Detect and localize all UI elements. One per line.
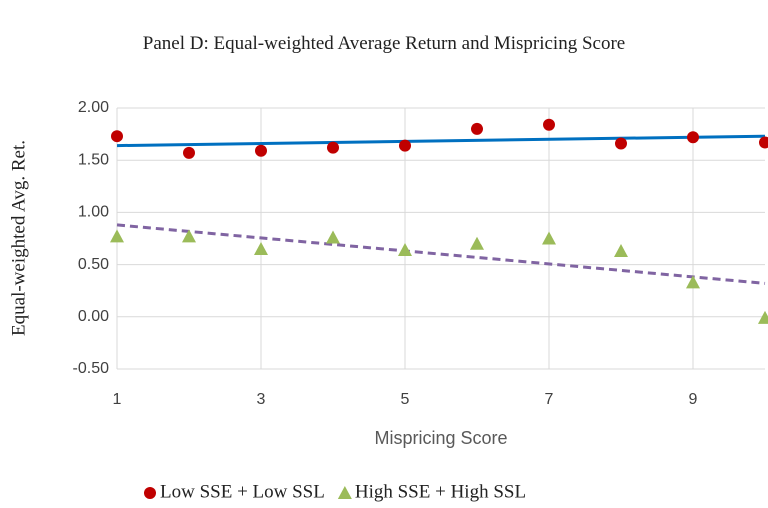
data-point: [758, 310, 768, 324]
data-point: [183, 146, 195, 159]
legend-marker: [144, 487, 156, 499]
data-point: [543, 118, 555, 131]
y-axis-label: Equal-weighted Avg. Ret.: [8, 140, 29, 336]
data-point: [326, 230, 340, 244]
x-tick-label: 1: [113, 391, 122, 408]
y-tick-label: 0.50: [78, 256, 109, 273]
data-point: [759, 136, 768, 149]
legend-marker: [337, 486, 352, 499]
data-point: [471, 122, 483, 135]
data-point: [255, 144, 267, 157]
data-point: [398, 242, 412, 256]
data-point: [686, 275, 700, 289]
y-tick-label: 1.50: [78, 151, 109, 168]
data-point: [470, 236, 484, 250]
y-tick-label: 0.00: [78, 308, 109, 325]
x-axis-label: Mispricing Score: [374, 428, 507, 448]
trend-line: [116, 223, 766, 285]
data-point: [327, 141, 339, 154]
data-point: [542, 231, 556, 245]
x-tick-label: 9: [689, 391, 698, 408]
legend-label: High SSE + High SSL: [355, 481, 526, 502]
data-point: [110, 229, 124, 243]
x-tick-label: 5: [401, 391, 410, 408]
y-tick-label: 2.00: [78, 99, 109, 116]
x-tick-label: 3: [257, 391, 266, 408]
data-point: [111, 130, 123, 143]
y-tick-label: -0.50: [73, 360, 110, 377]
trend-line: [116, 134, 766, 148]
x-tick-label: 7: [545, 391, 554, 408]
data-point: [687, 131, 699, 144]
data-point: [182, 229, 196, 243]
legend-label: Low SSE + Low SSL: [160, 481, 325, 502]
chart-title: Panel D: Equal-weighted Average Return a…: [142, 33, 626, 54]
data-point: [399, 139, 411, 152]
data-point: [614, 244, 628, 258]
data-point: [254, 241, 268, 255]
y-tick-label: 1.00: [78, 204, 109, 221]
data-point: [615, 137, 627, 150]
